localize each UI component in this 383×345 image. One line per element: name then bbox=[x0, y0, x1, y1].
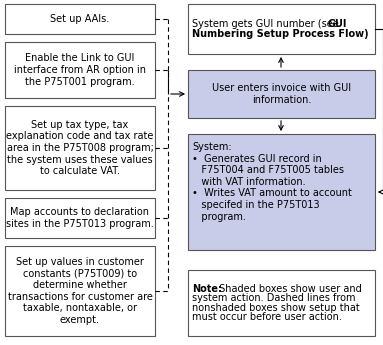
Bar bbox=[188, 70, 375, 118]
Bar bbox=[5, 246, 155, 336]
Text: Set up values in customer
constants (P75T009) to
determine whether
transactions : Set up values in customer constants (P75… bbox=[8, 257, 152, 325]
Text: Enable the Link to GUI
interface from AR option in
the P75T001 program.: Enable the Link to GUI interface from AR… bbox=[14, 53, 146, 87]
Text: System gets GUI number (see: System gets GUI number (see bbox=[192, 19, 342, 29]
Text: Set up tax type, tax
explanation code and tax rate
area in the P75T008 program;
: Set up tax type, tax explanation code an… bbox=[6, 120, 154, 176]
Bar bbox=[5, 42, 155, 98]
Text: system action. Dashed lines from: system action. Dashed lines from bbox=[192, 293, 355, 303]
Text: Numbering Setup Process Flow): Numbering Setup Process Flow) bbox=[192, 29, 368, 39]
Text: must occur before user action.: must occur before user action. bbox=[192, 312, 342, 322]
Bar bbox=[188, 4, 375, 54]
Text: User enters invoice with GUI
information.: User enters invoice with GUI information… bbox=[212, 83, 351, 105]
Bar bbox=[188, 134, 375, 250]
Text: Set up AAIs.: Set up AAIs. bbox=[51, 14, 110, 24]
Text: Note:: Note: bbox=[192, 284, 222, 294]
Text: nonshaded boxes show setup that: nonshaded boxes show setup that bbox=[192, 303, 360, 313]
Bar bbox=[188, 270, 375, 336]
Bar bbox=[5, 4, 155, 34]
Text: Map accounts to declaration
sites in the P75T013 program.: Map accounts to declaration sites in the… bbox=[6, 207, 154, 229]
Text: GUI: GUI bbox=[328, 19, 347, 29]
Bar bbox=[5, 106, 155, 190]
Text: Shaded boxes show user and: Shaded boxes show user and bbox=[216, 284, 362, 294]
Text: System:
•  Generates GUI record in
   F75T004 and F75T005 tables
   with VAT inf: System: • Generates GUI record in F75T00… bbox=[192, 142, 352, 221]
Bar bbox=[5, 198, 155, 238]
